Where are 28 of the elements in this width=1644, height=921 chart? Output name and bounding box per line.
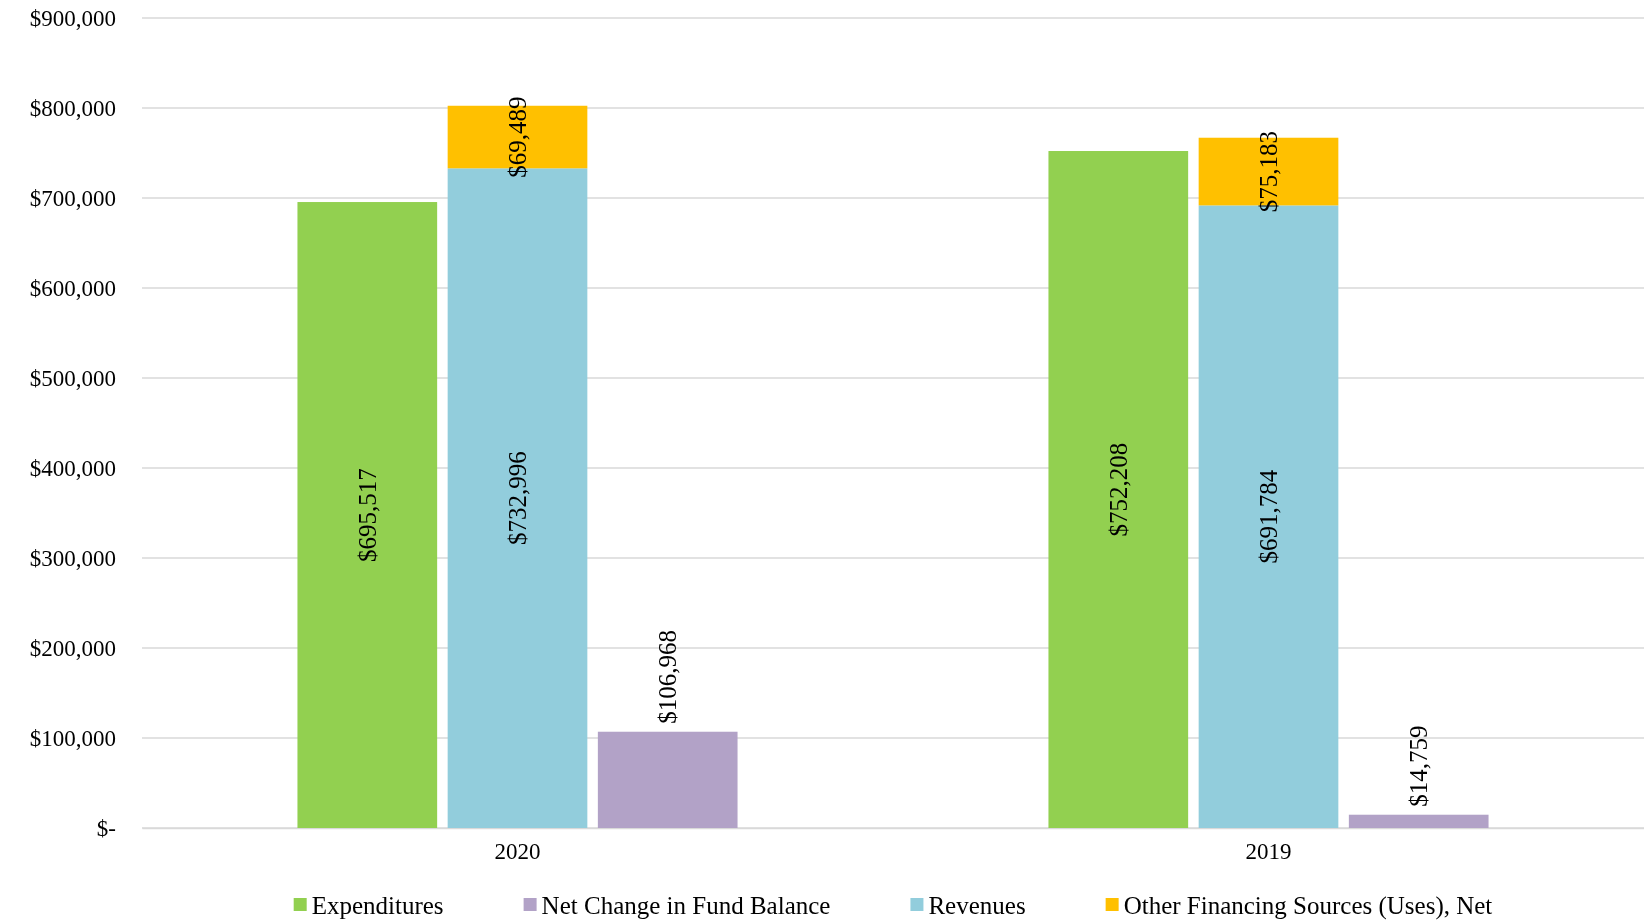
- data-label: $14,759: [1405, 725, 1433, 807]
- y-tick-label: $600,000: [29, 275, 116, 301]
- data-label: $732,996: [504, 451, 531, 546]
- data-label: $75,183: [1255, 130, 1282, 213]
- y-tick-label: $400,000: [29, 455, 116, 481]
- bar: [597, 731, 738, 828]
- legend-label: Expenditures: [311, 891, 444, 919]
- data-label: $695,517: [353, 468, 381, 562]
- legend-label: Other Financing Sources (Uses), Net: [1123, 891, 1493, 920]
- y-tick-label: $500,000: [29, 365, 116, 391]
- legend-label: Revenues: [928, 891, 1026, 919]
- x-tick-label: 2019: [1245, 839, 1292, 864]
- x-tick-label: 2020: [494, 839, 541, 864]
- bar: [297, 202, 438, 828]
- y-tick-label: $200,000: [29, 635, 116, 661]
- data-label: $69,489: [504, 96, 531, 178]
- data-label: $752,208: [1104, 442, 1132, 537]
- bar: [1048, 151, 1189, 828]
- legend-label: Net Change in Fund Balance: [541, 891, 831, 919]
- data-label: $106,968: [654, 629, 682, 724]
- y-tick-label: $300,000: [29, 545, 116, 571]
- y-tick-label: $800,000: [29, 95, 116, 121]
- bar: [1348, 814, 1489, 828]
- y-tick-label: $700,000: [29, 185, 116, 211]
- data-label: $691,784: [1255, 469, 1282, 564]
- y-tick-label: $100,000: [29, 725, 116, 751]
- y-tick-label: $-: [96, 815, 116, 841]
- y-tick-label: $900,000: [29, 5, 116, 31]
